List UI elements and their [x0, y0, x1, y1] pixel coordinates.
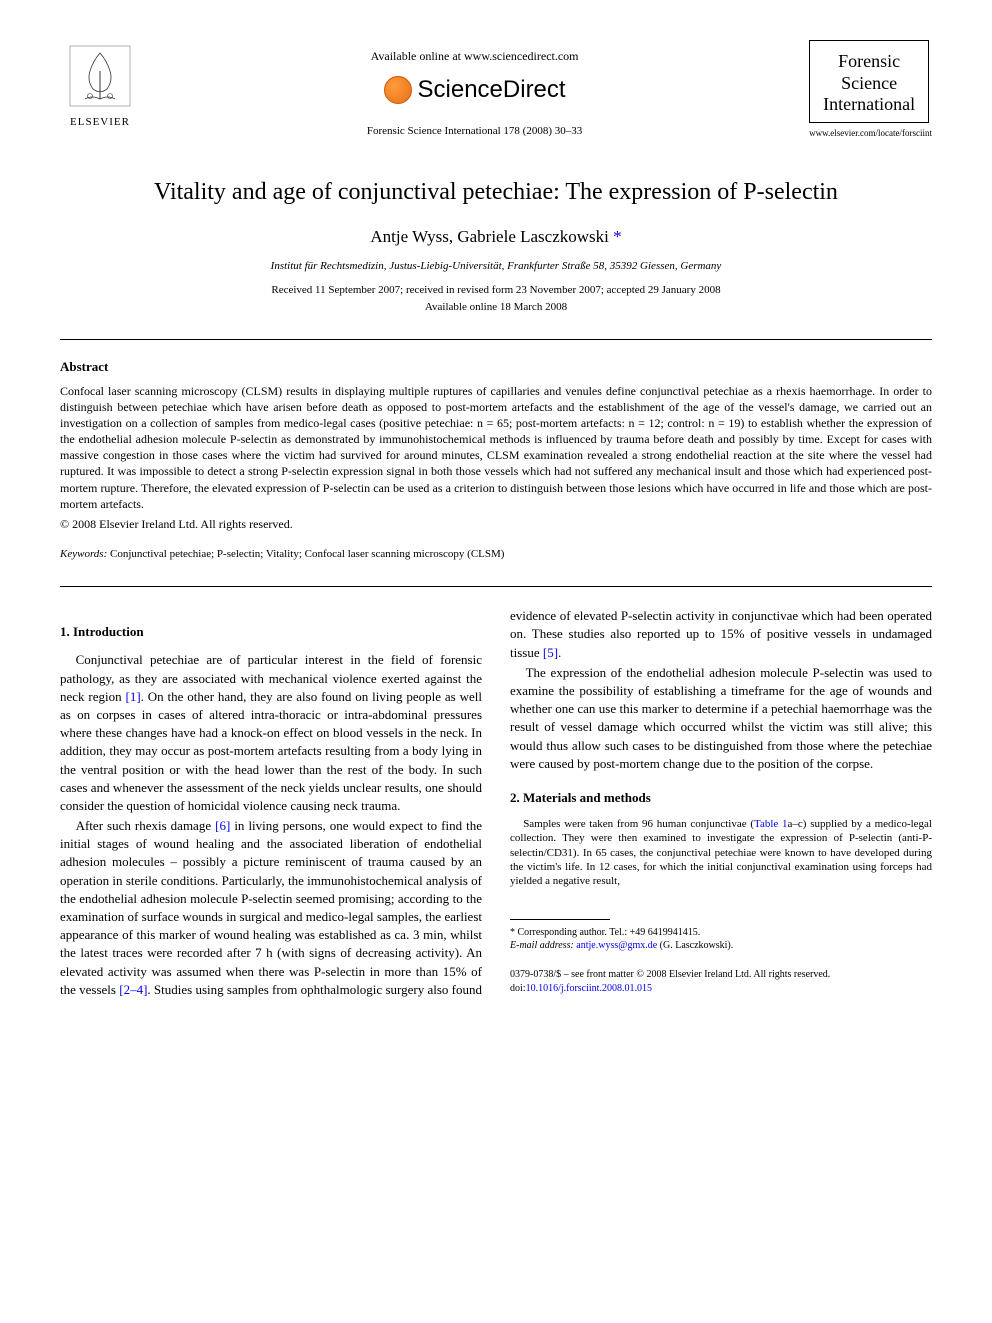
sciencedirect-brand: ScienceDirect: [140, 73, 809, 107]
corresponding-footnote: * Corresponding author. Tel.: +49 641994…: [510, 926, 932, 939]
journal-logo-block: Forensic Science International www.elsev…: [809, 40, 932, 139]
intro-paragraph-1: Conjunctival petechiae are of particular…: [60, 651, 482, 815]
body-columns: 1. Introduction Conjunctival petechiae a…: [60, 607, 932, 999]
issn-line: 0379-0738/$ – see front matter © 2008 El…: [510, 968, 932, 982]
center-header: Available online at www.sciencedirect.co…: [140, 40, 809, 140]
email-link[interactable]: antje.wyss@gmx.de: [576, 940, 657, 951]
elsevier-label: ELSEVIER: [70, 115, 130, 130]
keywords: Keywords: Conjunctival petechiae; P-sele…: [60, 547, 932, 562]
footer-meta: 0379-0738/$ – see front matter © 2008 El…: [510, 968, 932, 996]
intro-p2d: .: [558, 645, 561, 660]
doi-label: doi:: [510, 983, 526, 994]
journal-logo-line: Science: [814, 73, 924, 95]
abstract-text: Confocal laser scanning microscopy (CLSM…: [60, 383, 932, 513]
dates-available: Available online 18 March 2008: [60, 300, 932, 315]
table-link[interactable]: Table 1: [754, 818, 788, 830]
doi-link[interactable]: 10.1016/j.forsciint.2008.01.015: [526, 983, 652, 994]
intro-p2b: in living persons, one would expect to f…: [60, 818, 482, 997]
dates-received: Received 11 September 2007; received in …: [60, 283, 932, 298]
journal-reference: Forensic Science International 178 (2008…: [140, 124, 809, 139]
abstract-body: Confocal laser scanning microscopy (CLSM…: [60, 384, 932, 511]
elsevier-logo: ELSEVIER: [60, 40, 140, 130]
abstract-heading: Abstract: [60, 358, 932, 376]
citation-link[interactable]: [5]: [543, 645, 558, 660]
affiliation: Institut für Rechtsmedizin, Justus-Liebi…: [60, 259, 932, 274]
intro-p1b: . On the other hand, they are also found…: [60, 689, 482, 813]
footnote-rule: [510, 919, 610, 920]
elsevier-tree-icon: [65, 41, 135, 111]
introduction-heading: 1. Introduction: [60, 623, 482, 641]
keywords-label: Keywords:: [60, 548, 107, 560]
article-title: Vitality and age of conjunctival petechi…: [60, 176, 932, 210]
methods-heading: 2. Materials and methods: [510, 789, 932, 807]
journal-logo-line: International: [814, 94, 924, 116]
methods-p1a: Samples were taken from 96 human conjunc…: [523, 818, 754, 830]
citation-link[interactable]: [6]: [215, 818, 230, 833]
email-person: (G. Lasczkowski).: [660, 940, 734, 951]
journal-logo-line: Forensic: [814, 51, 924, 73]
page-header: ELSEVIER Available online at www.science…: [60, 40, 932, 140]
corresponding-marker[interactable]: *: [613, 227, 622, 246]
journal-logo: Forensic Science International: [809, 40, 929, 123]
sciencedirect-text: ScienceDirect: [418, 73, 566, 107]
authors: Antje Wyss, Gabriele Lasczkowski *: [60, 225, 932, 249]
author-names: Antje Wyss, Gabriele Lasczkowski: [370, 227, 609, 246]
methods-paragraph-1: Samples were taken from 96 human conjunc…: [510, 817, 932, 888]
rule-bottom: [60, 586, 932, 587]
intro-p2a: After such rhexis damage: [76, 818, 216, 833]
email-label: E-mail address:: [510, 940, 574, 951]
sciencedirect-ball-icon: [384, 76, 412, 104]
available-online-text: Available online at www.sciencedirect.co…: [140, 48, 809, 65]
doi-line: doi:10.1016/j.forsciint.2008.01.015: [510, 982, 932, 996]
journal-url: www.elsevier.com/locate/forsciint: [809, 127, 932, 140]
keywords-text: Conjunctival petechiae; P-selectin; Vita…: [110, 548, 504, 560]
abstract-copyright: © 2008 Elsevier Ireland Ltd. All rights …: [60, 516, 932, 533]
citation-link[interactable]: [1]: [126, 689, 141, 704]
footnote-block: * Corresponding author. Tel.: +49 641994…: [510, 919, 932, 996]
email-footnote: E-mail address: antje.wyss@gmx.de (G. La…: [510, 939, 932, 952]
citation-link[interactable]: [2–4]: [119, 982, 147, 997]
intro-paragraph-3: The expression of the endothelial adhesi…: [510, 664, 932, 773]
rule-top: [60, 339, 932, 340]
